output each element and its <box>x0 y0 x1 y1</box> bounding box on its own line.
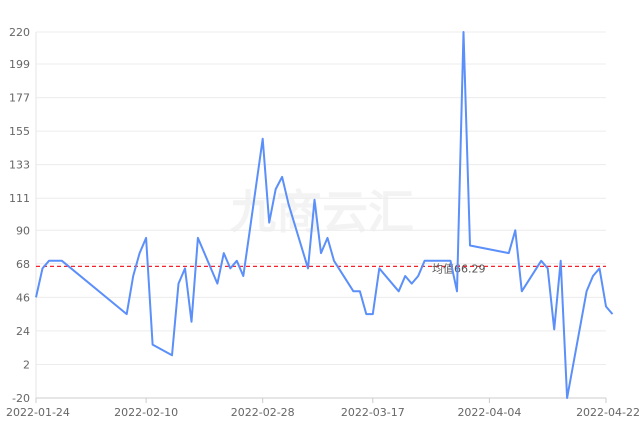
y-tick-label: 24 <box>16 325 30 338</box>
x-tick-label: 2022-02-10 <box>114 406 178 419</box>
y-tick-label: 133 <box>9 159 30 172</box>
y-tick-label: 155 <box>9 125 30 138</box>
y-tick-label: 199 <box>9 58 30 71</box>
mean-line-label: 均值66.29 <box>432 262 486 275</box>
y-tick-label: -20 <box>12 392 30 405</box>
watermark: 九商云汇 <box>230 185 414 239</box>
y-tick-label: 90 <box>16 224 30 237</box>
x-tick-label: 2022-01-24 <box>6 406 70 419</box>
x-tick-label: 2022-02-28 <box>231 406 295 419</box>
x-tick-label: 2022-04-22 <box>576 406 640 419</box>
y-tick-label: 220 <box>9 26 30 39</box>
x-tick-label: 2022-04-04 <box>457 406 521 419</box>
y-tick-label: 177 <box>9 92 30 105</box>
y-tick-label: 111 <box>9 192 30 205</box>
x-tick-label: 2022-03-17 <box>341 406 405 419</box>
y-tick-label: 68 <box>16 258 30 271</box>
y-tick-label: 2 <box>23 358 30 371</box>
y-tick-label: 46 <box>16 291 30 304</box>
